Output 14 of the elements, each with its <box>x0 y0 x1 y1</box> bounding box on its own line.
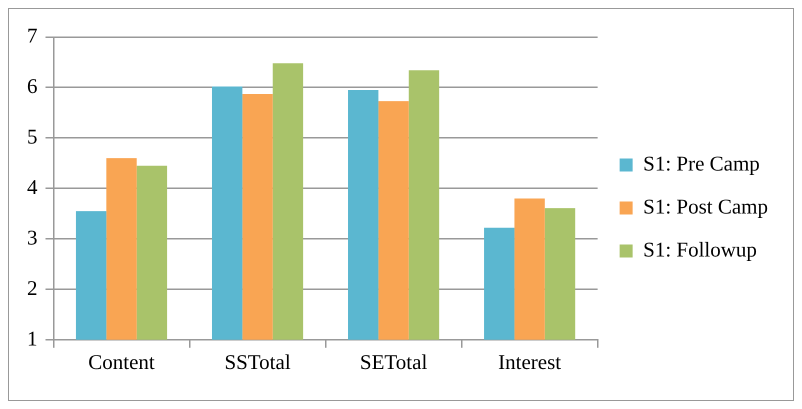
y-tick-label: 7 <box>27 24 38 48</box>
x-tick-label: Content <box>88 350 155 374</box>
legend-label: S1: Pre Camp <box>643 152 760 176</box>
legend-label: S1: Followup <box>643 238 757 262</box>
y-tick-label: 4 <box>27 174 38 199</box>
x-tick-label: SSTotal <box>224 350 291 374</box>
x-tick-label: SETotal <box>360 350 428 374</box>
y-tick-label: 2 <box>27 276 38 300</box>
y-tick-label: 3 <box>27 225 38 250</box>
y-tick-label: 5 <box>27 124 38 148</box>
x-tick-label: Interest <box>498 350 562 374</box>
legend-label: S1: Post Camp <box>643 194 768 219</box>
y-tick-label: 1 <box>27 326 38 350</box>
y-tick-label: 6 <box>27 74 38 98</box>
